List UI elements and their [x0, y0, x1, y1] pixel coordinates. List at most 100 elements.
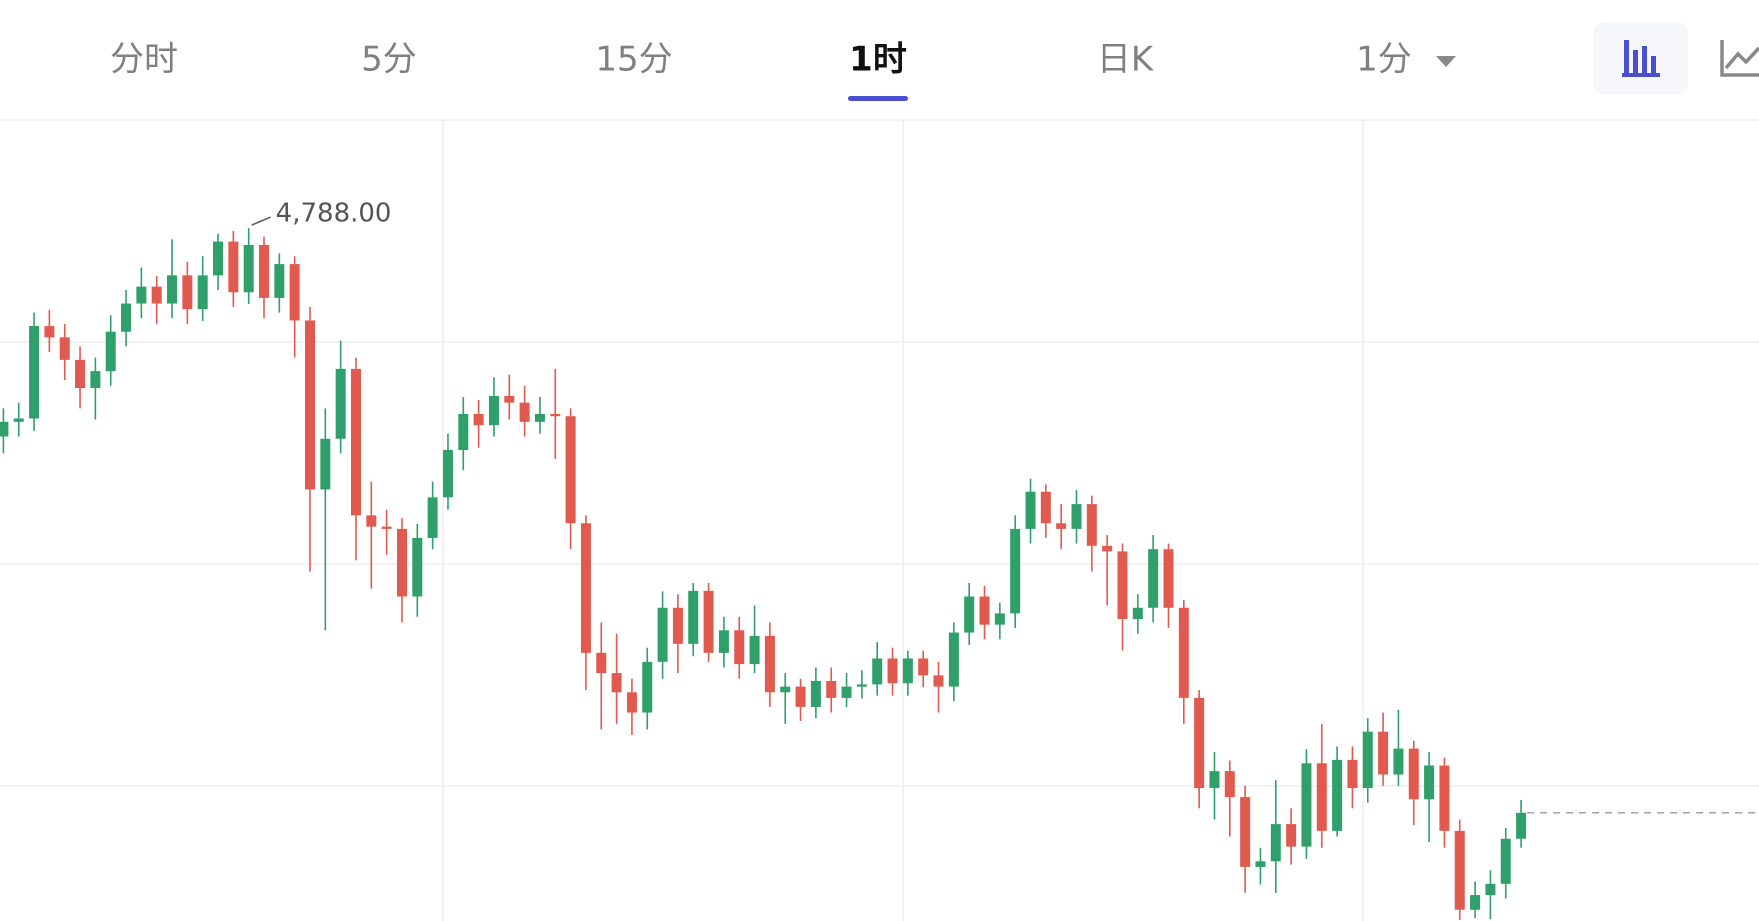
candle-body — [1439, 765, 1450, 831]
tab[interactable]: 分时 — [110, 40, 178, 80]
candle-body — [90, 371, 101, 389]
candle-body — [611, 673, 622, 693]
candle-body — [1178, 607, 1189, 698]
candle-body — [1056, 523, 1067, 529]
candle-body — [1086, 504, 1097, 546]
candle-body — [243, 244, 254, 293]
candle-body — [1163, 549, 1174, 608]
candle-body — [1332, 759, 1343, 831]
candle-body — [1240, 797, 1251, 867]
candle-body — [213, 241, 224, 276]
candle-body — [1224, 771, 1235, 798]
candle-body — [1255, 861, 1266, 867]
candle-body — [703, 590, 714, 653]
candle-body — [1117, 551, 1128, 620]
tab[interactable]: 5分 — [361, 40, 417, 80]
candle-body — [1378, 731, 1389, 775]
candle-body — [1485, 883, 1496, 896]
candle-body — [626, 692, 637, 713]
candle-body — [1470, 895, 1481, 910]
candle-body — [0, 421, 9, 437]
candle-body — [565, 416, 576, 524]
candle-body — [550, 413, 561, 417]
candle-body — [872, 658, 883, 685]
candle-body — [780, 686, 791, 693]
candle-body — [1408, 748, 1419, 800]
candle-body — [29, 326, 40, 419]
candle-body — [473, 413, 484, 426]
candle-body — [442, 450, 453, 498]
candle-body — [335, 368, 346, 439]
candle-body — [350, 368, 361, 516]
candle-body — [749, 635, 760, 665]
candle-body — [1316, 763, 1327, 831]
candle-body — [1454, 830, 1465, 910]
candle-body — [1270, 824, 1281, 862]
candle-body — [182, 275, 193, 310]
candle-body — [841, 686, 852, 698]
candle-body — [734, 630, 745, 665]
dropdown-arrow[interactable] — [1436, 56, 1456, 67]
candle-body — [596, 652, 607, 674]
candle-body — [979, 596, 990, 625]
candle-body — [488, 395, 499, 426]
candle-body — [412, 537, 423, 597]
candle-body — [121, 303, 132, 332]
candle-mode-button[interactable] — [1593, 22, 1688, 95]
candle-body — [795, 686, 806, 707]
candle-body — [1071, 504, 1082, 529]
candle-body — [427, 497, 438, 538]
candle-body — [1286, 824, 1297, 847]
tab[interactable]: 15分 — [595, 40, 672, 80]
candle-body — [151, 286, 162, 304]
candle-body — [504, 395, 515, 403]
candle-body — [1209, 771, 1220, 789]
candle-body — [381, 526, 392, 529]
candle-body — [672, 607, 683, 644]
candle-body — [519, 402, 530, 422]
candle-body — [918, 658, 929, 676]
candle-body — [1424, 765, 1435, 800]
candle-body — [964, 596, 975, 633]
line-mode-button[interactable] — [1720, 40, 1759, 77]
candle-body — [75, 359, 86, 389]
candle-body — [764, 635, 775, 693]
tab[interactable]: 1分 — [1356, 40, 1412, 80]
candle-body — [642, 661, 653, 713]
candle-body — [1516, 812, 1527, 839]
candle-body — [887, 658, 898, 684]
candle-body — [856, 684, 867, 687]
candle-body — [1148, 549, 1159, 608]
candle-body — [1040, 491, 1051, 524]
candle-body — [136, 286, 147, 304]
tab[interactable]: 日K — [1097, 40, 1155, 80]
candle-body — [1010, 528, 1021, 614]
candle-body — [1393, 748, 1404, 775]
candle-body — [1347, 759, 1358, 789]
candle-body — [1102, 545, 1113, 552]
candle-body — [1194, 697, 1205, 789]
candle-body — [289, 264, 300, 321]
candle-body — [534, 413, 545, 422]
candle-body — [366, 515, 377, 527]
candle-body — [13, 418, 24, 422]
tab[interactable]: 1时 — [849, 40, 907, 80]
candle-body — [259, 244, 270, 298]
candle-icon — [1622, 40, 1660, 77]
high-label-leader — [251, 216, 271, 226]
candle-body — [197, 275, 208, 310]
candle-body — [1362, 731, 1373, 789]
candle-body — [902, 658, 913, 684]
candle-body — [167, 275, 178, 304]
high-label: 4,788.00 — [276, 199, 392, 229]
candle-body — [810, 681, 821, 707]
grid — [0, 121, 1759, 921]
candle-body — [994, 613, 1005, 625]
candle-body — [396, 528, 407, 597]
candle-body — [688, 590, 699, 644]
candle-body — [1025, 491, 1036, 529]
candle-body — [718, 630, 729, 653]
candle-body — [657, 607, 668, 662]
